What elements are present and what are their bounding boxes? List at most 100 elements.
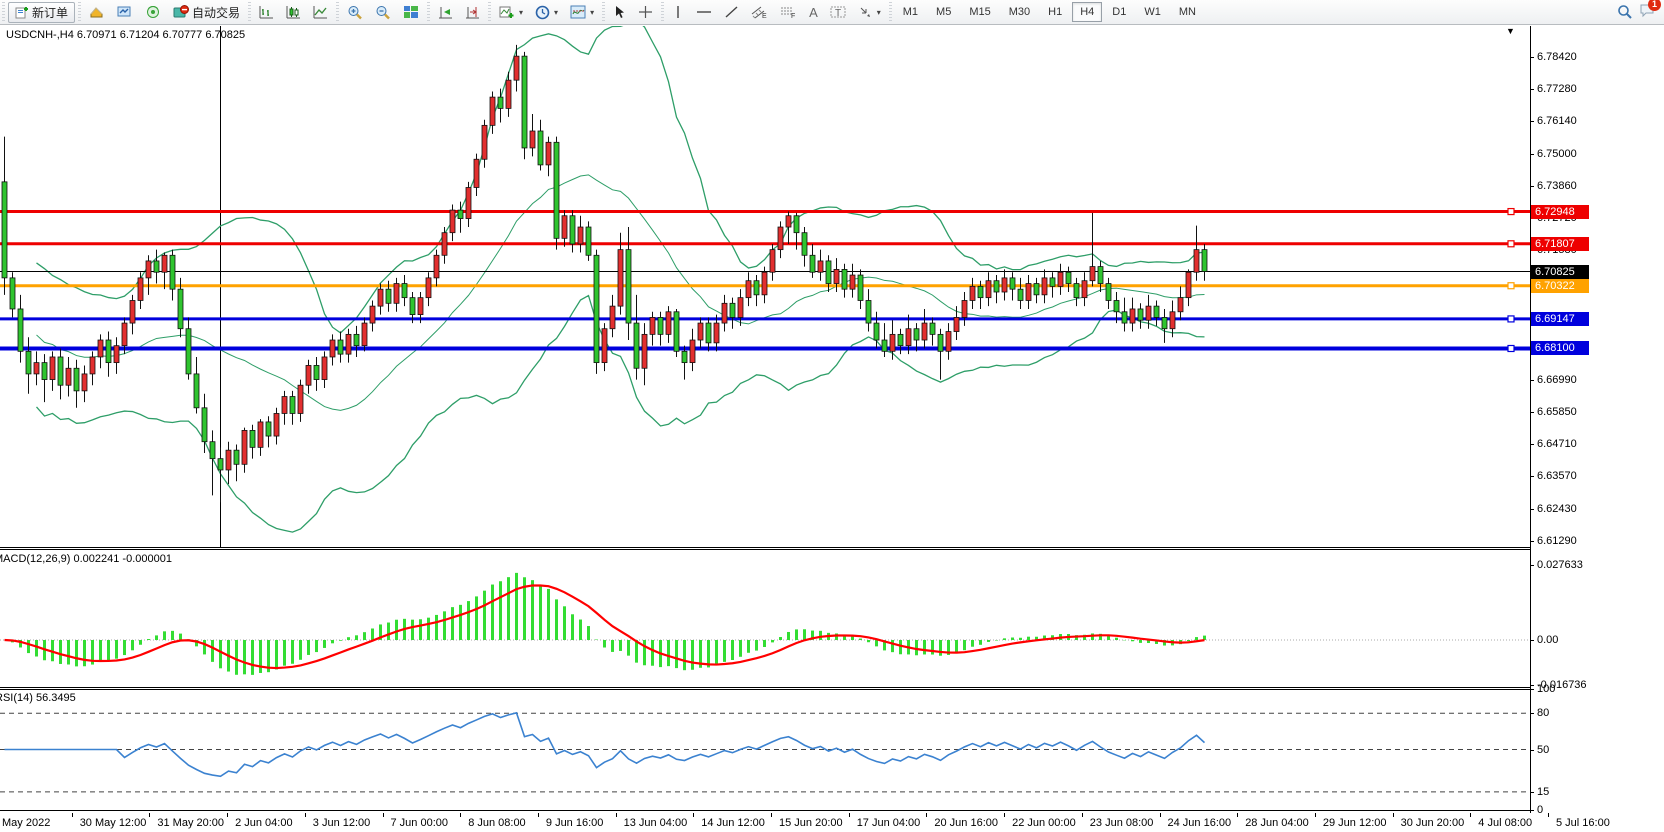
new-order-label: 新订单	[32, 5, 69, 20]
new-order-button[interactable]: 新订单	[8, 1, 76, 23]
price-axis-border	[1530, 26, 1531, 813]
timeframe-button-w1[interactable]: W1	[1144, 6, 1161, 18]
rsi-label: RSI(14) 56.3495	[0, 692, 76, 704]
tile-windows-button[interactable]	[398, 2, 424, 23]
crosshair-icon	[639, 6, 653, 18]
horizontal-line-button[interactable]	[691, 2, 717, 23]
periods-clock-icon	[535, 5, 550, 19]
data-window-button[interactable]	[140, 2, 166, 23]
toolbar-separator	[78, 2, 82, 22]
time-axis-label: 22 Jun 00:00	[1012, 817, 1076, 829]
timeframe-button-d1[interactable]: D1	[1112, 6, 1127, 18]
axis-tick	[1530, 121, 1534, 123]
line-chart-button[interactable]	[308, 2, 333, 23]
tile-windows-icon	[404, 6, 419, 18]
toolbar-separator	[602, 2, 606, 22]
search-icon[interactable]	[1617, 4, 1633, 20]
time-axis-label: 17 Jun 04:00	[856, 817, 921, 829]
axis-tick	[1530, 185, 1534, 187]
time-axis-tick	[382, 813, 384, 817]
equidistant-channel-button[interactable]: E	[746, 2, 773, 23]
chart-shift-marker[interactable]: ▼	[1506, 26, 1515, 36]
notifications-button[interactable]: 1	[1639, 0, 1661, 21]
toolbar-separator	[888, 2, 892, 22]
rsi-bottom-border[interactable]	[0, 810, 1530, 813]
dropdown-caret: ▾	[554, 7, 559, 17]
price-axis-label: 6.78420	[1537, 51, 1577, 63]
dropdown-caret: ▾	[519, 7, 524, 17]
time-axis-label: 7 Jun 00:00	[390, 817, 449, 829]
macd-panel[interactable]	[0, 549, 1530, 687]
crosshair-button[interactable]	[633, 2, 658, 23]
arrows-button[interactable]: ▾	[853, 2, 886, 23]
time-axis-tick	[1237, 813, 1239, 817]
timeframe-button-mn[interactable]: MN	[1178, 6, 1196, 18]
time-axis-tick	[1081, 813, 1083, 817]
timeframe-button-m15[interactable]: M15	[969, 6, 991, 18]
axis-tick	[1530, 640, 1534, 641]
time-axis-label: 5 Jul 16:00	[1556, 817, 1610, 829]
zoom-in-button[interactable]	[342, 2, 368, 23]
price-axis-label: 6.73860	[1537, 179, 1577, 192]
zoom-out-button[interactable]	[370, 2, 396, 23]
time-axis-tick	[537, 813, 539, 817]
cursor-button[interactable]	[608, 2, 631, 23]
svg-text:T: T	[835, 8, 841, 19]
axis-tick	[1530, 379, 1534, 381]
axis-tick	[1530, 508, 1534, 510]
trendline-button[interactable]	[719, 2, 744, 23]
axis-tick	[1530, 412, 1534, 414]
level-price-tag: 6.69147	[1531, 311, 1589, 326]
time-axis[interactable]: May 2022 30 May 12:00 31 May 20:00 2 Jun 04…	[0, 813, 1664, 832]
rsi-axis-label: 15	[1537, 785, 1550, 798]
indicators-button[interactable]: ▾	[494, 2, 528, 23]
vertical-line-icon	[677, 6, 679, 18]
horizontal-line-icon	[697, 11, 712, 13]
auto-scroll-button[interactable]	[433, 2, 458, 23]
timeframe-button-h1[interactable]: H1	[1048, 6, 1063, 18]
axis-tick	[1530, 791, 1534, 793]
indicators-icon	[499, 6, 514, 18]
svg-text:E: E	[762, 13, 767, 19]
templates-icon	[570, 5, 586, 19]
fibonacci-button[interactable]: F	[775, 2, 802, 23]
macd-rsi-splitter[interactable]	[0, 687, 1530, 690]
cursor-icon	[616, 6, 625, 18]
chart-shift-icon	[466, 7, 480, 19]
data-window-icon	[147, 6, 160, 18]
rsi-panel[interactable]	[0, 689, 1530, 811]
profiles-button[interactable]	[84, 2, 110, 23]
price-axis-label: 6.62430	[1537, 502, 1577, 515]
time-axis-label: 9 Jun 16:00	[545, 817, 604, 829]
main-price-panel[interactable]	[0, 26, 1530, 547]
autotrading-label: 自动交易	[192, 5, 241, 20]
chart-title: USDCNH-,H4 6.70971 6.71204 6.70777 6.708…	[6, 29, 246, 41]
periods-button[interactable]: ▾	[530, 2, 563, 23]
text-button[interactable]: A	[804, 2, 823, 23]
main-macd-splitter[interactable]	[0, 547, 1530, 550]
vertical-line-button[interactable]	[667, 2, 689, 23]
market-watch-button[interactable]	[112, 2, 138, 23]
level-price-tag: 6.70322	[1531, 278, 1589, 293]
text-label-button[interactable]: T	[825, 2, 851, 23]
level-price-tag: 6.72948	[1531, 204, 1589, 219]
bar-chart-button[interactable]	[254, 2, 279, 23]
timeframe-button-m30[interactable]: M30	[1008, 6, 1031, 18]
rsi-axis-label: 50	[1537, 743, 1550, 756]
timeframe-button-m5[interactable]: M5	[936, 6, 952, 18]
zoom-out-icon	[376, 5, 390, 19]
timeframe-button-m1[interactable]: M1	[902, 6, 919, 18]
svg-text:F: F	[791, 13, 795, 19]
axis-tick	[1530, 565, 1534, 566]
arrows-icon	[860, 7, 870, 17]
price-axis-label: 6.76140	[1537, 115, 1577, 128]
candlestick-chart-button[interactable]	[281, 2, 306, 23]
macd-axis-label: 0.00	[1537, 634, 1559, 646]
chart-shift-button[interactable]	[460, 2, 485, 23]
templates-button[interactable]: ▾	[565, 2, 599, 23]
autotrading-button[interactable]: 自动交易	[168, 2, 245, 23]
profiles-icon	[90, 7, 103, 18]
autotrading-icon	[173, 5, 190, 18]
timeframe-button-h4[interactable]: H4	[1072, 2, 1103, 22]
bar-chart-icon	[259, 6, 274, 19]
